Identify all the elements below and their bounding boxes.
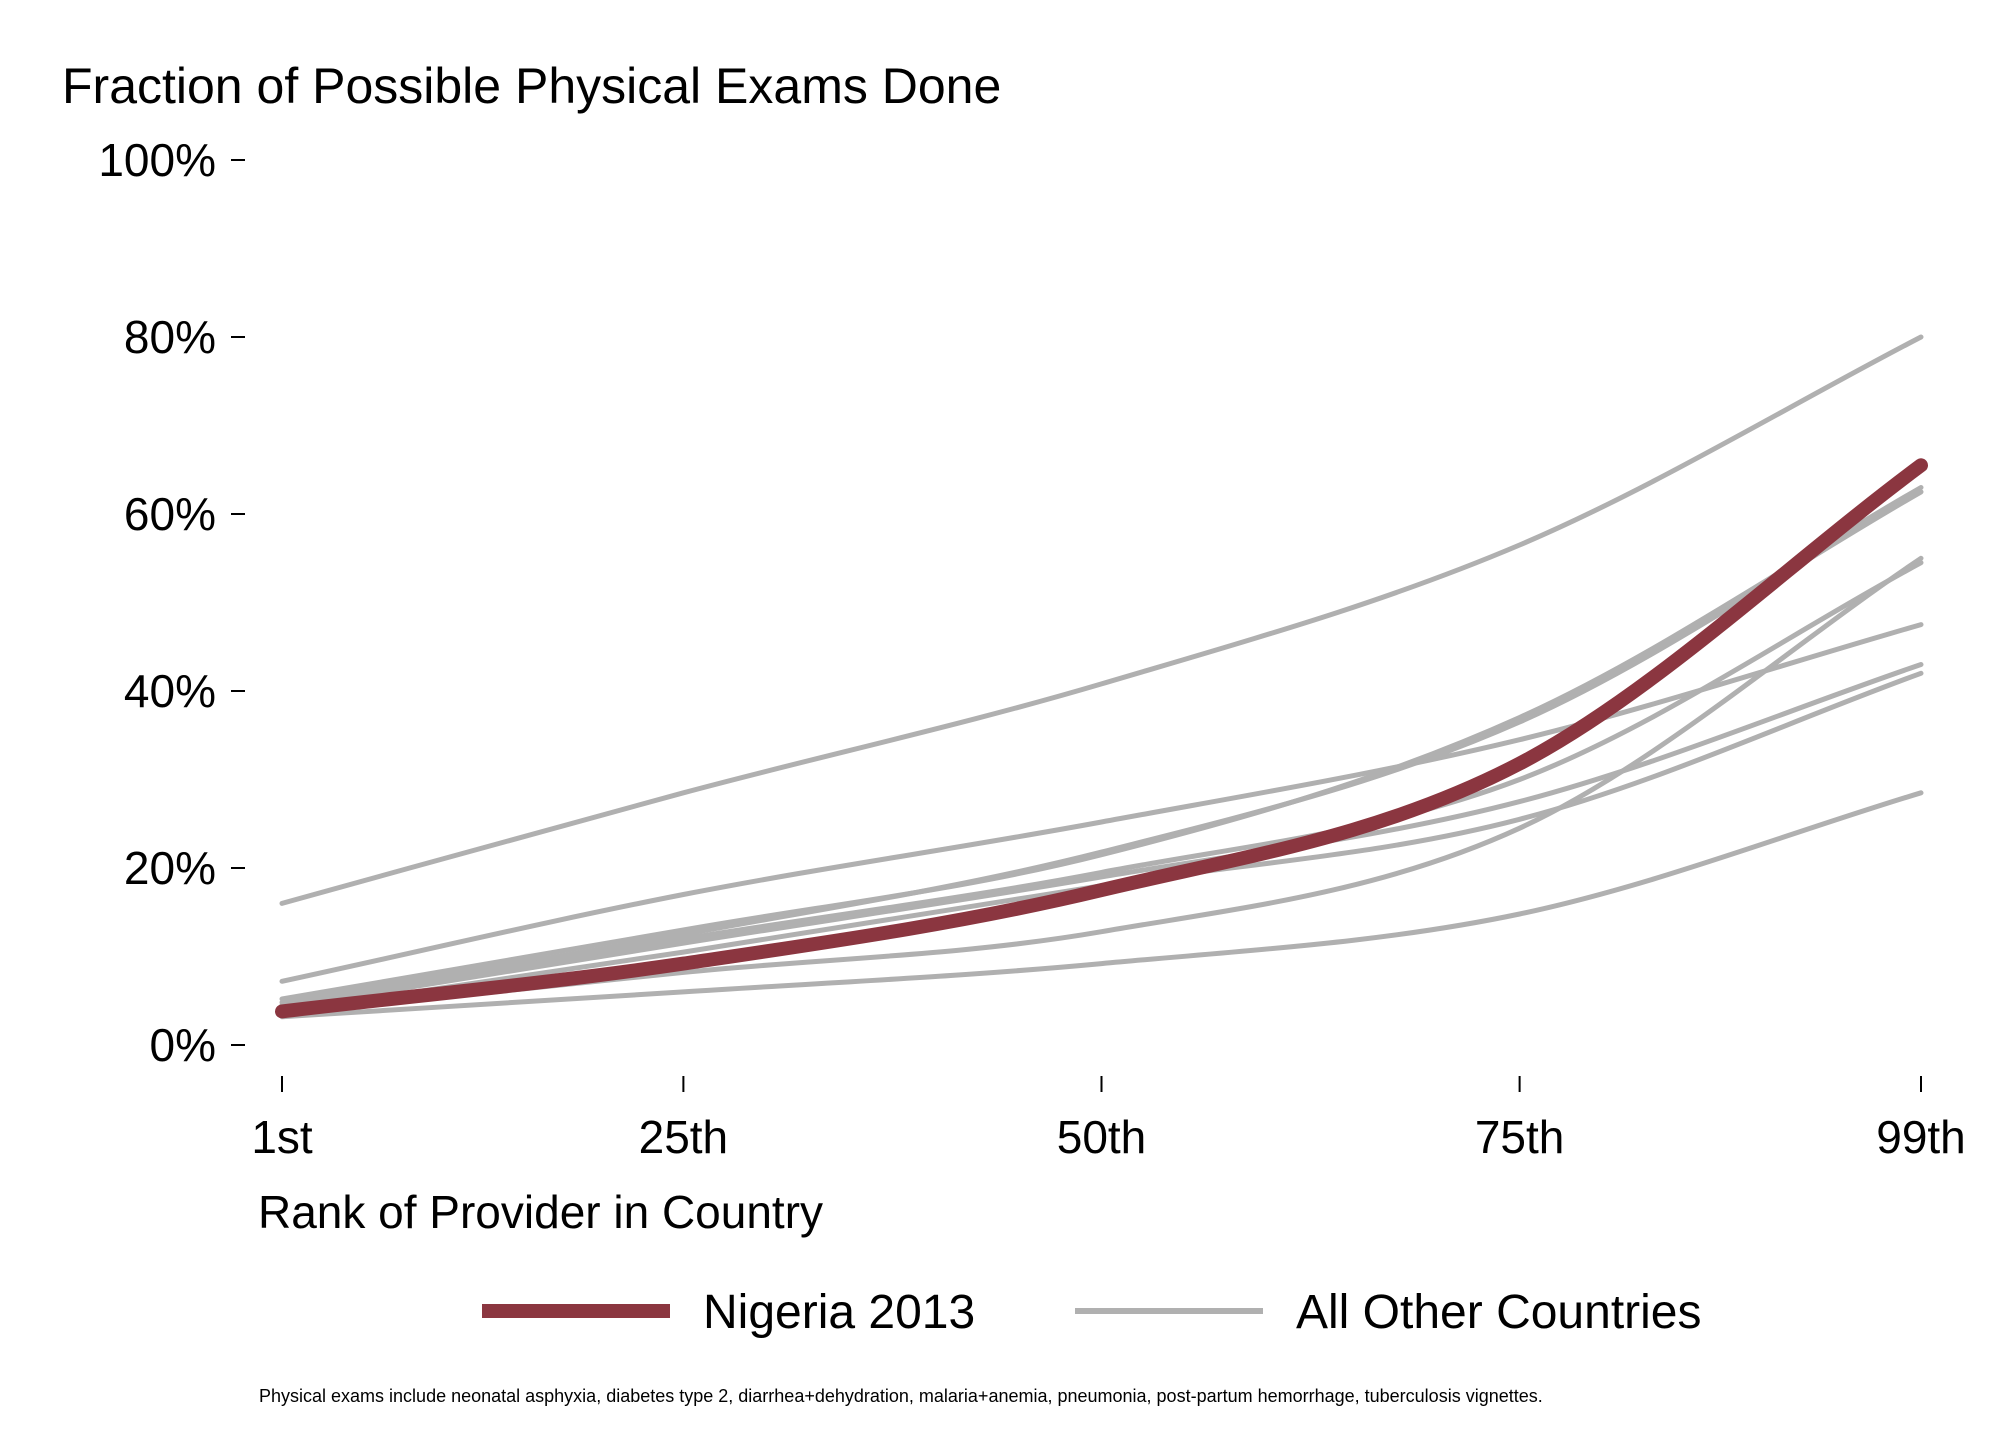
x-axis-label: Rank of Provider in Country xyxy=(258,1186,823,1238)
y-tick-label: 0% xyxy=(150,1019,216,1071)
nigeria-series xyxy=(275,458,1928,1019)
legend: Nigeria 2013 All Other Countries xyxy=(482,1286,1702,1339)
y-tick-label: 100% xyxy=(98,134,216,186)
other-countries-series xyxy=(279,334,1924,1020)
x-tick-label: 75th xyxy=(1475,1111,1565,1163)
other-country-line-6 xyxy=(279,662,1924,1011)
other-country-line-3 xyxy=(279,485,1924,1002)
y-tick-label: 20% xyxy=(124,842,216,894)
nigeria-2013-line xyxy=(275,458,1928,1019)
other-country-line-8 xyxy=(279,555,1924,1017)
x-tick-label: 25th xyxy=(639,1111,729,1163)
legend-label-other-countries: All Other Countries xyxy=(1296,1286,1702,1339)
y-tick-label: 40% xyxy=(124,665,216,717)
chart-title: Fraction of Possible Physical Exams Done xyxy=(62,58,1001,114)
legend-label-nigeria: Nigeria 2013 xyxy=(703,1286,975,1339)
y-tick-label: 80% xyxy=(124,311,216,363)
x-tick-label: 1st xyxy=(251,1111,313,1163)
x-tick-label: 99th xyxy=(1876,1111,1966,1163)
x-tick-label: 50th xyxy=(1057,1111,1147,1163)
other-country-line-1 xyxy=(279,334,1924,906)
other-country-line-4 xyxy=(279,489,1924,1005)
x-axis: 1st 25th 50th 75th 99th xyxy=(251,1076,1966,1163)
y-axis: 0% 20% 40% 60% 80% 100% xyxy=(98,134,245,1071)
y-tick-label: 60% xyxy=(124,488,216,540)
other-country-line-9 xyxy=(279,790,1924,1020)
other-country-line-5 xyxy=(279,560,1924,1008)
other-country-line-2 xyxy=(279,622,1924,984)
footnote: Physical exams include neonatal asphyxia… xyxy=(259,1386,1543,1406)
